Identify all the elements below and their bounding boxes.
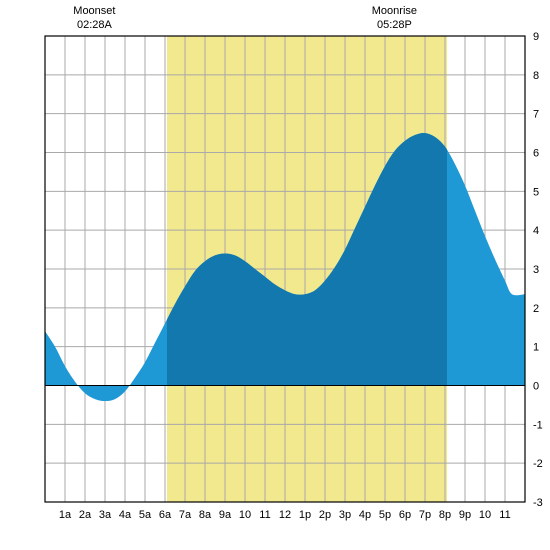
svg-text:1a: 1a — [59, 509, 72, 521]
svg-text:2: 2 — [533, 303, 539, 315]
svg-text:7: 7 — [533, 109, 539, 121]
svg-text:0: 0 — [533, 381, 539, 393]
svg-text:10: 10 — [479, 509, 491, 521]
svg-text:8a: 8a — [199, 509, 212, 521]
svg-text:11: 11 — [499, 509, 510, 521]
svg-text:8: 8 — [533, 70, 539, 82]
svg-text:5p: 5p — [379, 509, 391, 521]
svg-text:9p: 9p — [459, 509, 471, 521]
svg-text:9a: 9a — [219, 509, 232, 521]
svg-text:10: 10 — [239, 509, 251, 521]
svg-text:1: 1 — [533, 342, 539, 354]
moonrise-annotation: Moonrise 05:28P — [354, 4, 434, 33]
svg-text:4a: 4a — [119, 509, 132, 521]
svg-text:5: 5 — [533, 186, 539, 198]
svg-text:6p: 6p — [399, 509, 411, 521]
svg-text:1p: 1p — [299, 509, 311, 521]
svg-text:6a: 6a — [159, 509, 172, 521]
svg-text:7a: 7a — [179, 509, 192, 521]
svg-text:-3: -3 — [533, 497, 543, 509]
svg-text:-2: -2 — [533, 458, 543, 470]
moonset-time: 02:28A — [54, 18, 134, 32]
moonset-annotation: Moonset 02:28A — [54, 4, 134, 33]
svg-text:3: 3 — [533, 264, 539, 276]
tide-chart: 1a2a3a4a5a6a7a8a9a1011121p2p3p4p5p6p7p8p… — [0, 0, 550, 550]
svg-text:5a: 5a — [139, 509, 152, 521]
svg-text:6: 6 — [533, 148, 539, 160]
svg-text:12: 12 — [279, 509, 291, 521]
svg-text:8p: 8p — [439, 509, 451, 521]
moonrise-time: 05:28P — [354, 18, 434, 32]
svg-text:4: 4 — [533, 225, 539, 237]
chart-svg: 1a2a3a4a5a6a7a8a9a1011121p2p3p4p5p6p7p8p… — [0, 0, 550, 550]
svg-text:-1: -1 — [533, 419, 543, 431]
svg-text:4p: 4p — [359, 509, 371, 521]
moonrise-title: Moonrise — [354, 4, 434, 18]
svg-text:7p: 7p — [419, 509, 431, 521]
svg-text:3p: 3p — [339, 509, 351, 521]
svg-text:3a: 3a — [99, 509, 112, 521]
svg-text:2p: 2p — [319, 509, 331, 521]
svg-text:9: 9 — [533, 31, 539, 43]
svg-text:2a: 2a — [79, 509, 92, 521]
moonset-title: Moonset — [54, 4, 134, 18]
svg-text:11: 11 — [259, 509, 270, 521]
